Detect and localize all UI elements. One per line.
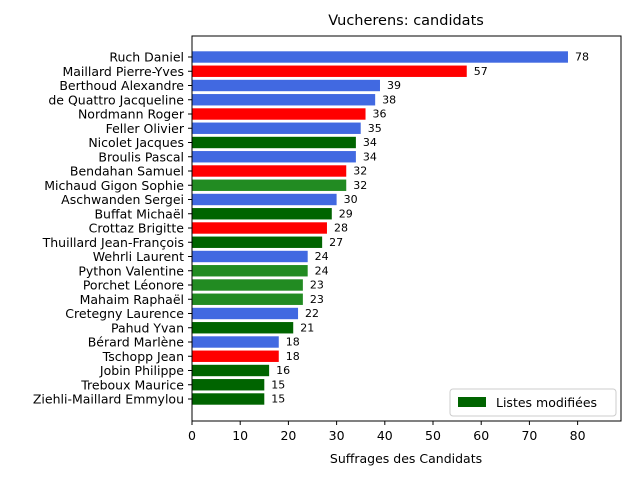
- bar: [192, 265, 308, 277]
- y-tick-label: Tschopp Jean: [102, 349, 184, 364]
- x-tick-label: 10: [232, 428, 248, 443]
- y-tick-label: Wehrli Laurent: [93, 249, 184, 264]
- data-label: 15: [271, 378, 285, 391]
- bar: [192, 350, 279, 362]
- data-label: 36: [373, 108, 387, 121]
- y-tick-label: Pahud Yvan: [111, 320, 184, 335]
- data-label: 18: [286, 336, 300, 349]
- bar: [192, 279, 303, 291]
- data-label: 27: [329, 236, 343, 249]
- x-tick-label: 60: [473, 428, 489, 443]
- x-tick-label: 40: [377, 428, 393, 443]
- bar: [192, 222, 327, 234]
- bar: [192, 193, 337, 206]
- y-tick-label: Michaud Gigon Sophie: [44, 178, 184, 193]
- data-label: 32: [353, 179, 367, 192]
- bar: [192, 51, 568, 63]
- x-tick-label: 50: [425, 428, 441, 443]
- data-label: 39: [387, 79, 401, 92]
- bar: [192, 307, 299, 320]
- y-tick-label: Mahaim Raphaël: [80, 292, 184, 307]
- bar: [192, 65, 467, 77]
- chart-title: Vucherens: candidats: [328, 13, 484, 29]
- data-label: 24: [315, 264, 329, 277]
- data-labels: 7857393836353434323230292827242423232221…: [271, 51, 589, 406]
- y-tick-label: Python Valentine: [78, 263, 184, 278]
- y-tick-label: de Quattro Jacqueline: [48, 92, 184, 107]
- plot-frame: [191, 35, 622, 422]
- bar: [192, 364, 270, 377]
- y-tick-label: Maillard Pierre-Yves: [62, 64, 184, 79]
- bar: [192, 165, 347, 177]
- data-label: 30: [344, 193, 358, 206]
- data-label: 23: [310, 279, 324, 292]
- y-tick-label: Thuillard Jean-François: [42, 235, 184, 250]
- y-tick-label: Nordmann Roger: [78, 107, 185, 122]
- x-tick-label: 70: [521, 428, 537, 443]
- legend: Listes modifiées: [449, 388, 617, 417]
- y-tick-label: Bendahan Samuel: [70, 164, 184, 179]
- x-axis-label: Suffrages des Candidats: [330, 451, 482, 466]
- legend-swatch: [458, 397, 486, 407]
- y-tick-label: Bérard Marlène: [88, 335, 185, 350]
- bar: [192, 94, 376, 106]
- bars-layer: [192, 51, 568, 405]
- legend-box: [449, 388, 617, 417]
- data-label: 21: [300, 321, 314, 334]
- y-tick-label: Berthoud Alexandre: [59, 78, 184, 93]
- y-tick-label: Crottaz Brigitte: [89, 221, 185, 236]
- bar: [192, 236, 323, 248]
- y-tick-label: Feller Olivier: [106, 121, 185, 136]
- y-tick-label: Treboux Maurice: [80, 377, 184, 392]
- bar: [192, 136, 356, 149]
- data-label: 15: [271, 393, 285, 406]
- y-tick-label: Nicolet Jacques: [88, 135, 184, 150]
- data-label: 29: [339, 207, 353, 220]
- data-label: 22: [305, 307, 319, 320]
- data-label: 28: [334, 222, 348, 235]
- data-label: 78: [575, 51, 589, 64]
- bar: [192, 108, 366, 120]
- data-label: 34: [363, 136, 377, 149]
- bar: [192, 208, 332, 220]
- y-tick-label: Aschwanden Sergei: [61, 192, 184, 207]
- bar: [192, 379, 265, 391]
- data-label: 57: [474, 65, 488, 78]
- data-label: 35: [368, 122, 382, 135]
- data-label: 24: [315, 250, 329, 263]
- y-tick-label: Cretegny Laurence: [65, 306, 184, 321]
- data-label: 34: [363, 150, 377, 163]
- bar: [192, 250, 308, 263]
- y-tick-label: Jobin Philippe: [99, 363, 184, 378]
- bar: [192, 322, 294, 334]
- data-label: 38: [382, 93, 396, 106]
- y-tick-label: Buffat Michaël: [94, 206, 184, 221]
- data-label: 18: [286, 350, 300, 363]
- y-tick-label: Porchet Léonore: [83, 278, 184, 293]
- x-tick-label: 20: [280, 428, 296, 443]
- bar: [192, 122, 361, 134]
- x-tick-label: 30: [329, 428, 345, 443]
- bar: [192, 393, 265, 405]
- y-tick-label: Broulis Pascal: [98, 149, 184, 164]
- bar: [192, 151, 356, 163]
- bar: [192, 293, 303, 305]
- bar: [192, 179, 347, 191]
- bar: [192, 336, 279, 348]
- x-tick-label: 0: [188, 428, 196, 443]
- bar: [192, 79, 380, 92]
- x-axis: 0 10 20 30 40 50 60 70 80: [188, 421, 586, 443]
- data-label: 16: [276, 364, 290, 377]
- data-label: 23: [310, 293, 324, 306]
- legend-label: Listes modifiées: [496, 395, 597, 410]
- y-tick-label: Ziehli-Maillard Emmylou: [33, 392, 184, 407]
- y-tick-label: Ruch Daniel: [109, 50, 184, 65]
- data-label: 32: [353, 165, 367, 178]
- x-tick-label: 80: [570, 428, 586, 443]
